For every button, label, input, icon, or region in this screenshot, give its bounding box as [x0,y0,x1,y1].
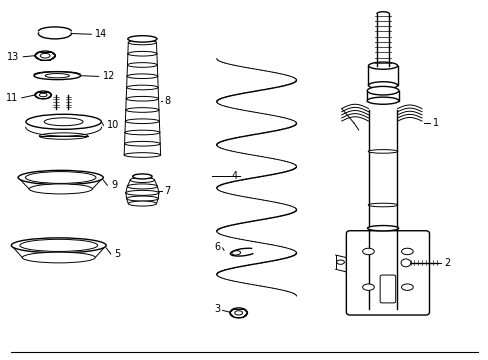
Text: 1: 1 [432,118,438,128]
Ellipse shape [34,72,81,80]
Ellipse shape [124,153,160,157]
Bar [376,14,388,66]
Bar [369,111,396,230]
Ellipse shape [127,184,157,189]
Ellipse shape [367,226,398,231]
Ellipse shape [231,251,240,255]
Ellipse shape [127,63,157,67]
Ellipse shape [127,36,157,42]
Ellipse shape [125,119,159,123]
Text: 6: 6 [214,242,220,252]
Ellipse shape [35,91,51,99]
Ellipse shape [368,62,397,69]
Ellipse shape [366,97,398,104]
Ellipse shape [128,201,156,206]
Ellipse shape [126,85,158,90]
Ellipse shape [128,40,156,45]
Text: 12: 12 [102,71,115,81]
FancyBboxPatch shape [346,231,428,315]
Ellipse shape [367,203,397,207]
FancyBboxPatch shape [379,275,395,303]
Ellipse shape [400,259,410,267]
Ellipse shape [125,108,159,112]
Text: 13: 13 [7,52,20,62]
Ellipse shape [366,86,398,95]
Ellipse shape [362,248,373,255]
Text: 2: 2 [443,258,449,268]
Ellipse shape [362,284,373,291]
Ellipse shape [401,248,412,255]
Ellipse shape [128,51,157,56]
Ellipse shape [18,170,103,185]
Ellipse shape [35,51,55,60]
Ellipse shape [124,141,160,146]
Ellipse shape [132,174,152,179]
Ellipse shape [130,177,154,183]
Ellipse shape [26,114,101,129]
Ellipse shape [126,96,158,101]
Ellipse shape [11,238,106,253]
Text: 9: 9 [111,180,117,190]
Ellipse shape [22,252,95,263]
Text: 14: 14 [95,29,107,39]
Text: 7: 7 [164,186,170,196]
Text: 11: 11 [6,93,18,103]
Ellipse shape [29,184,92,194]
Text: 8: 8 [164,96,170,107]
Ellipse shape [401,284,412,291]
Ellipse shape [125,130,160,135]
Ellipse shape [38,28,71,39]
Ellipse shape [367,150,397,153]
Ellipse shape [368,82,397,89]
Text: 4: 4 [231,171,237,181]
Ellipse shape [125,190,159,195]
Ellipse shape [229,308,247,318]
Text: 3: 3 [214,304,220,314]
Ellipse shape [127,74,158,78]
Ellipse shape [126,196,158,201]
Text: 10: 10 [107,120,120,130]
Text: 5: 5 [115,249,121,259]
